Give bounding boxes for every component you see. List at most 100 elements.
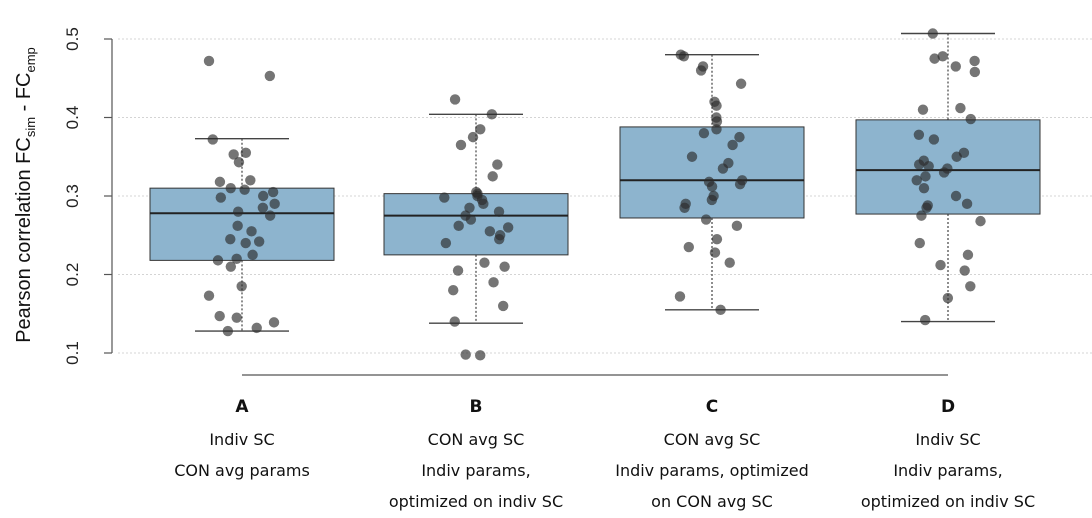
data-point — [674, 291, 686, 302]
data-point — [464, 202, 475, 213]
data-point — [222, 325, 234, 337]
data-point — [492, 159, 503, 170]
data-point — [449, 94, 461, 105]
y-tick-label: 0.1 — [63, 341, 82, 365]
data-point — [231, 312, 242, 323]
data-point — [487, 171, 498, 182]
y-tick-label: 0.3 — [63, 184, 82, 208]
data-point — [228, 149, 239, 160]
y-axis-label: Pearson correlation FCsim - FCemp — [13, 47, 38, 343]
category-description: Indiv SC — [915, 430, 980, 449]
data-point — [735, 78, 747, 89]
data-point — [921, 202, 932, 213]
data-point — [914, 237, 925, 249]
data-point — [950, 61, 961, 72]
data-point — [225, 261, 237, 272]
data-point — [448, 285, 459, 296]
y-tick-label: 0.4 — [63, 106, 82, 130]
category-letter: C — [706, 397, 718, 417]
data-point — [257, 190, 269, 202]
data-point — [715, 304, 726, 316]
data-point — [246, 226, 257, 237]
category-description: optimized on indiv SC — [389, 492, 563, 511]
data-point — [225, 233, 236, 245]
data-point — [938, 167, 950, 178]
data-point — [232, 220, 243, 232]
category-letter: B — [470, 397, 483, 417]
data-point — [239, 184, 250, 195]
data-point — [475, 124, 486, 135]
data-point — [494, 233, 505, 245]
data-point — [207, 134, 218, 145]
data-point — [913, 129, 925, 140]
data-point — [439, 192, 450, 203]
data-point — [678, 51, 690, 62]
data-point — [695, 65, 707, 76]
data-point — [488, 277, 499, 288]
data-point — [231, 253, 242, 264]
data-point — [486, 109, 498, 120]
data-point — [268, 317, 280, 328]
data-point — [913, 159, 925, 170]
data-point — [969, 66, 981, 78]
data-point — [711, 100, 722, 111]
data-point — [929, 53, 940, 64]
category-description: Indiv params, — [421, 461, 530, 480]
data-point — [493, 206, 505, 217]
data-point — [214, 310, 225, 322]
category-description: Indiv params, optimized — [615, 461, 809, 480]
category-description: optimized on indiv SC — [861, 492, 1035, 511]
data-point — [215, 192, 227, 203]
data-point — [965, 113, 976, 125]
data-point — [460, 349, 471, 360]
boxes — [149, 32, 1041, 332]
data-point — [212, 255, 224, 266]
data-point — [440, 237, 452, 249]
data-point — [727, 139, 738, 151]
data-point — [479, 257, 490, 268]
category-description: CON avg SC — [428, 430, 525, 449]
category-description: Indiv params, — [893, 461, 1002, 480]
data-point — [264, 210, 276, 221]
iqr-box — [383, 193, 569, 256]
data-point — [928, 134, 940, 145]
data-point — [502, 222, 514, 233]
data-point — [236, 281, 247, 292]
data-point — [937, 51, 948, 62]
category-description: on CON avg SC — [651, 492, 773, 511]
data-point — [965, 281, 976, 292]
data-point — [918, 182, 930, 194]
data-point — [499, 261, 510, 272]
data-point — [698, 128, 710, 139]
data-point — [724, 257, 735, 268]
data-point — [962, 249, 974, 261]
data-point — [951, 151, 962, 162]
data-point — [927, 28, 938, 39]
category-description: CON avg params — [174, 461, 310, 480]
data-point — [232, 206, 244, 217]
data-point — [233, 157, 245, 168]
data-point — [245, 175, 256, 186]
data-point — [253, 236, 265, 247]
data-point — [911, 175, 922, 186]
data-point — [935, 259, 946, 271]
data-point — [467, 131, 479, 143]
data-point — [959, 265, 970, 276]
data-point — [955, 102, 966, 114]
data-point — [709, 247, 721, 258]
data-points — [203, 28, 986, 361]
category-letter: A — [235, 397, 249, 417]
data-point — [455, 139, 467, 151]
data-point — [465, 214, 477, 225]
data-point — [257, 202, 269, 213]
y-tick-label: 0.2 — [63, 263, 82, 287]
data-point — [919, 314, 931, 326]
data-point — [240, 237, 251, 249]
data-point — [734, 131, 745, 143]
data-point — [731, 220, 743, 232]
y-axis: 0.1 0.2 0.3 0.4 0.5 — [63, 27, 948, 376]
data-point — [711, 233, 723, 245]
data-point — [452, 265, 464, 276]
data-point — [686, 151, 698, 162]
